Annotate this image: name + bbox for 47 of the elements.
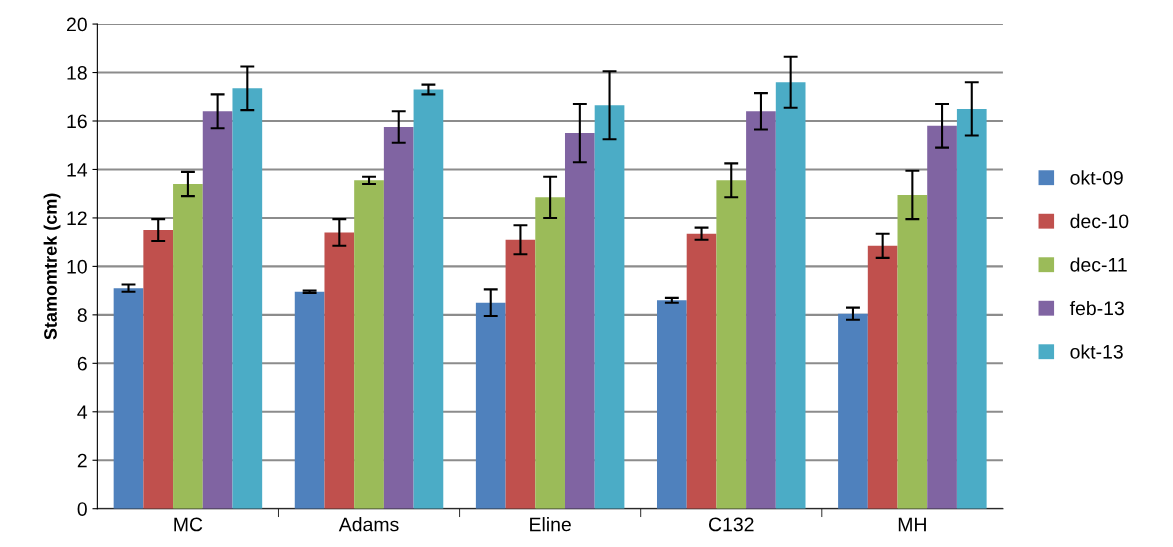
y-tick-label: 6 (77, 356, 87, 371)
y-tick-label: 18 (67, 66, 87, 80)
y-tick-label: 12 (67, 211, 87, 225)
bar (324, 232, 355, 509)
bar (535, 197, 565, 509)
x-tick-label: MC (174, 517, 203, 532)
bar (143, 230, 174, 509)
y-tick-label: 20 (66, 17, 87, 32)
bar (956, 108, 987, 509)
y-tick-label: 10 (67, 259, 87, 274)
bar (656, 300, 687, 509)
bar (564, 133, 595, 509)
y-tick-label: 16 (67, 114, 87, 129)
legend-label: okt-13 (1070, 344, 1123, 359)
bar (294, 291, 325, 509)
bar (927, 125, 957, 509)
bar (867, 245, 898, 509)
legend-label: dec-10 (1070, 213, 1129, 229)
y-tick-label: 2 (77, 453, 87, 468)
bar (746, 111, 776, 509)
bar (232, 88, 263, 509)
bar (173, 184, 203, 509)
bar (838, 313, 868, 509)
y-tick-label: 4 (77, 405, 88, 419)
bar (594, 105, 625, 509)
bar (202, 111, 233, 509)
bar (354, 180, 384, 509)
x-tick-label: MH (898, 517, 926, 532)
bar (383, 127, 414, 509)
legend-label: dec-11 (1070, 257, 1127, 272)
y-axis-title: Stamomtrek (cm) (43, 193, 61, 340)
legend-label: okt-09 (1070, 170, 1123, 185)
bar (113, 288, 144, 509)
bar (716, 180, 747, 509)
bar (897, 194, 928, 509)
bar (775, 82, 806, 509)
y-tick-label: 0 (77, 502, 87, 516)
legend-label: feb-13 (1069, 300, 1124, 316)
x-tick-label: C132 (708, 517, 754, 532)
x-tick-label: Eline (530, 517, 571, 532)
bar (475, 302, 506, 509)
x-tick-label: Adams (338, 517, 399, 532)
y-tick-label: 14 (67, 163, 88, 177)
bar (686, 233, 717, 509)
bar (505, 239, 536, 509)
y-tick-label: 8 (77, 308, 87, 323)
bar (413, 89, 444, 509)
